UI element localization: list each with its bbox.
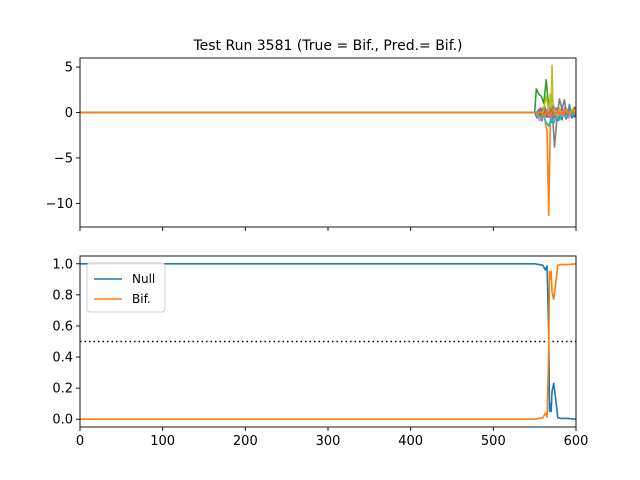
series-line-6 xyxy=(80,107,576,122)
y-tick-label: 0.6 xyxy=(52,319,73,334)
bottom-series-group xyxy=(80,262,576,421)
y-tick-label: 1.0 xyxy=(52,257,73,272)
x-tick-label: 500 xyxy=(481,434,506,449)
x-tick-label: 0 xyxy=(76,434,84,449)
series-line-null xyxy=(80,262,576,421)
x-tick-label: 100 xyxy=(150,434,175,449)
bottom-axes-frame xyxy=(79,255,577,428)
chart-title: Test Run 3581 (True = Bif., Pred.= Bif.) xyxy=(192,38,462,54)
series-line-bif xyxy=(80,262,576,421)
legend: Null Bif. xyxy=(86,262,166,313)
top-ticks: 5 0 −5 −10 xyxy=(46,61,577,231)
bottom-ticks: 0.0 0.2 0.4 0.6 0.8 1.0 0 100 200 300 400 500 600 xyxy=(52,257,588,449)
y-tick-label: 0.0 xyxy=(52,413,73,428)
y-tick-label: −5 xyxy=(54,151,73,166)
y-tick-label: 0.8 xyxy=(52,288,73,303)
top-axes-frame xyxy=(79,57,577,228)
x-tick-label: 600 xyxy=(564,434,589,449)
y-tick-label: 0.4 xyxy=(52,351,73,366)
series-line-10 xyxy=(80,108,576,117)
y-tick-label: 5 xyxy=(65,61,73,76)
x-tick-label: 400 xyxy=(398,434,423,449)
legend-label-bif: Bif. xyxy=(132,292,151,306)
legend-label-null: Null xyxy=(132,272,155,286)
y-tick-label: 0 xyxy=(65,106,73,121)
top-series-group xyxy=(80,64,576,216)
legend-box xyxy=(86,262,166,313)
y-tick-label: 0.2 xyxy=(52,382,73,397)
top-axes: 5 0 −5 −10 xyxy=(46,57,577,231)
bottom-axes: 0.0 0.2 0.4 0.6 0.8 1.0 0 100 200 300 400 500 600 Nu… xyxy=(52,255,588,449)
x-tick-label: 300 xyxy=(316,434,341,449)
y-tick-label: −10 xyxy=(46,197,73,212)
x-tick-label: 200 xyxy=(233,434,258,449)
